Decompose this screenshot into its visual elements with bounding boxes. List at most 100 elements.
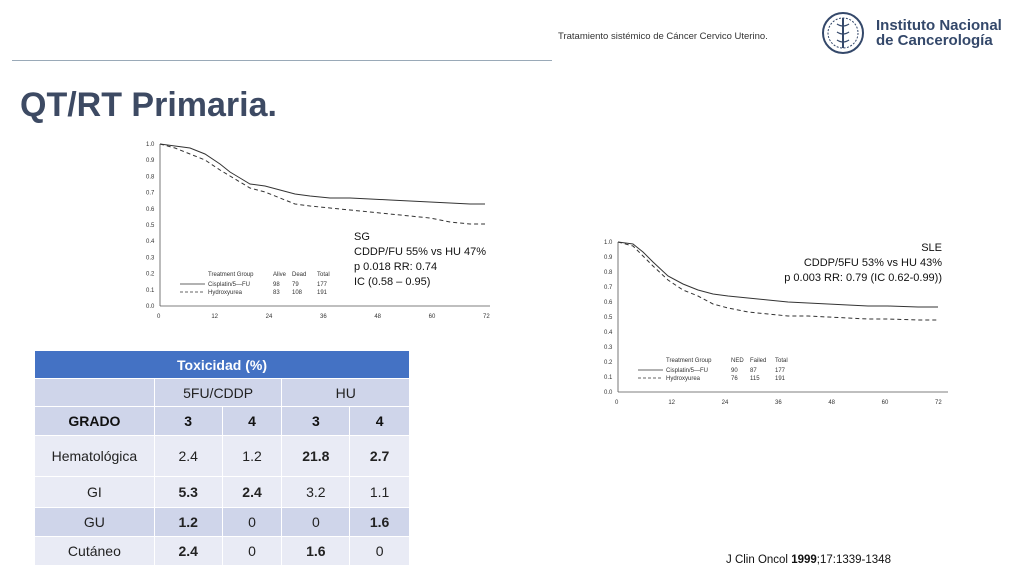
table-cell: 4 [221,406,283,436]
x-tick-label: 48 [374,314,381,320]
y-tick-label: 0.0 [604,390,613,396]
table-cell: 0 [221,507,283,537]
citation-rest: ;17:1339-1348 [816,554,891,566]
y-tick-label: 0.3 [146,255,155,261]
table-cell: GU [34,507,155,537]
table-cell: GI [34,476,155,508]
institution-seal-icon [822,12,864,54]
svg-text:Hydroxyurea: Hydroxyurea [666,376,701,382]
stats-line: SLE [921,242,942,254]
y-tick-label: 0.4 [146,239,155,245]
curve-cisplatin [617,241,938,308]
x-tick-label: 24 [266,314,273,320]
table-header-5fu-cddp: 5FU/CDDP [153,378,283,407]
y-tick-label: 0.1 [146,288,155,294]
table-cell: 0 [221,536,283,566]
y-tick-label: 0.7 [146,191,155,197]
y-tick-label: 0.8 [146,174,155,180]
x-tick-label: 24 [722,400,729,406]
svg-text:Alive: Alive [273,272,287,278]
svg-text:Treatment Group: Treatment Group [666,358,712,364]
svg-text:87: 87 [750,368,757,374]
survival-plot-sle: 1.0 0.9 0.8 0.7 0.6 0.5 0.4 0.3 0.2 0.1 0.0 0 12 24 3… [588,234,958,414]
table-cell: 5.3 [153,476,223,508]
curve-cisplatin [159,143,485,205]
survival-plot-sg: 1.0 0.9 0.8 0.7 0.6 0.5 0.4 0.3 0.2 0.1 0.0 0 12 24 3… [130,136,500,331]
y-tick-label: 0.5 [146,223,155,229]
table-row: Cutáneo 2.4 0 1.6 0 [34,536,410,566]
toxicity-table: Toxicidad (%) 5FU/CDDP HU GRADO 3 4 3 4 … [34,350,410,566]
y-tick-label: 0.3 [604,345,613,351]
x-tick-label: 72 [935,400,942,406]
table-cell: 0 [349,536,410,566]
table-cell: 1.2 [153,507,223,537]
citation-journal: J Clin Oncol [726,554,792,566]
svg-text:115: 115 [750,376,760,382]
table-row-grade: GRADO 3 4 3 4 [34,406,410,436]
x-tick-label: 60 [882,400,889,406]
slide-title: QT/RT Primaria. [20,86,277,124]
table-cell: 1.6 [349,507,410,537]
table-cell: 2.7 [349,435,410,477]
svg-text:98: 98 [273,282,280,288]
svg-text:83: 83 [273,290,280,296]
svg-text:191: 191 [775,376,786,382]
y-tick-label: 0.9 [604,255,613,261]
table-cell: Hematológica [34,435,155,477]
stats-line: IC (0.58 – 0.95) [354,276,431,288]
institution-name: Instituto Nacional de Cancerología [876,18,1002,48]
x-tick-label: 72 [483,314,490,320]
svg-text:Total: Total [775,358,788,364]
y-tick-label: 1.0 [604,240,613,246]
table-header-hu: HU [281,378,410,407]
x-tick-label: 12 [211,314,218,320]
x-tick-label: 36 [320,314,327,320]
svg-text:177: 177 [317,282,328,288]
table-cell: 4 [349,406,410,436]
table-cell: 2.4 [153,435,223,477]
citation-year: 1999 [791,554,817,566]
y-tick-label: 0.6 [146,207,155,213]
institution-name-line1: Instituto Nacional [876,17,1002,34]
table-cell: 3 [281,406,351,436]
svg-text:Cisplatin/5—FU: Cisplatin/5—FU [208,282,250,288]
y-tick-label: 0.1 [604,375,613,381]
table-cell: Cutáneo [34,536,155,566]
table-row: Hematológica 2.4 1.2 21.8 2.7 [34,435,410,477]
plot-stats-sle: SLE CDDP/5FU 53% vs HU 43% p 0.003 RR: 0… [742,241,942,286]
x-tick-label: 60 [429,314,436,320]
y-tick-label: 0.4 [604,330,613,336]
svg-text:Failed: Failed [750,358,766,364]
table-cell: 1.6 [281,536,351,566]
svg-text:191: 191 [317,290,328,296]
table-header-empty [34,378,155,407]
svg-text:90: 90 [731,368,738,374]
table-cell: 0 [281,507,351,537]
y-tick-label: 0.6 [604,300,613,306]
y-tick-label: 1.0 [146,142,155,148]
svg-text:177: 177 [775,368,786,374]
svg-text:Treatment Group: Treatment Group [208,272,254,278]
plot-legend: Treatment Group Alive Dead Total Cisplat… [180,272,330,296]
svg-text:Cisplatin/5—FU: Cisplatin/5—FU [666,368,708,374]
x-tick-label: 0 [157,314,161,320]
stats-line: CDDP/FU 55% vs HU 47% [354,246,487,258]
stats-line: p 0.003 RR: 0.79 (IC 0.62-0.99)) [784,272,942,284]
y-tick-label: 0.5 [604,315,613,321]
x-tick-label: 12 [668,400,675,406]
curve-hydroxyurea [159,143,485,225]
table-title: Toxicidad (%) [34,350,410,379]
stats-line: p 0.018 RR: 0.74 [354,261,438,273]
svg-text:Hydroxyurea: Hydroxyurea [208,290,243,296]
svg-text:108: 108 [292,290,303,296]
table-cell: 1.1 [349,476,410,508]
y-tick-label: 0.0 [146,304,155,310]
table-row: GU 1.2 0 0 1.6 [34,507,410,537]
institution-name-line2: de Cancerología [876,32,993,49]
table-cell: 2.4 [221,476,283,508]
y-tick-label: 0.2 [604,360,613,366]
table-cell: 3.2 [281,476,351,508]
header-divider [12,60,552,61]
stats-line: CDDP/5FU 53% vs HU 43% [803,257,942,269]
table-cell: 1.2 [221,435,283,477]
